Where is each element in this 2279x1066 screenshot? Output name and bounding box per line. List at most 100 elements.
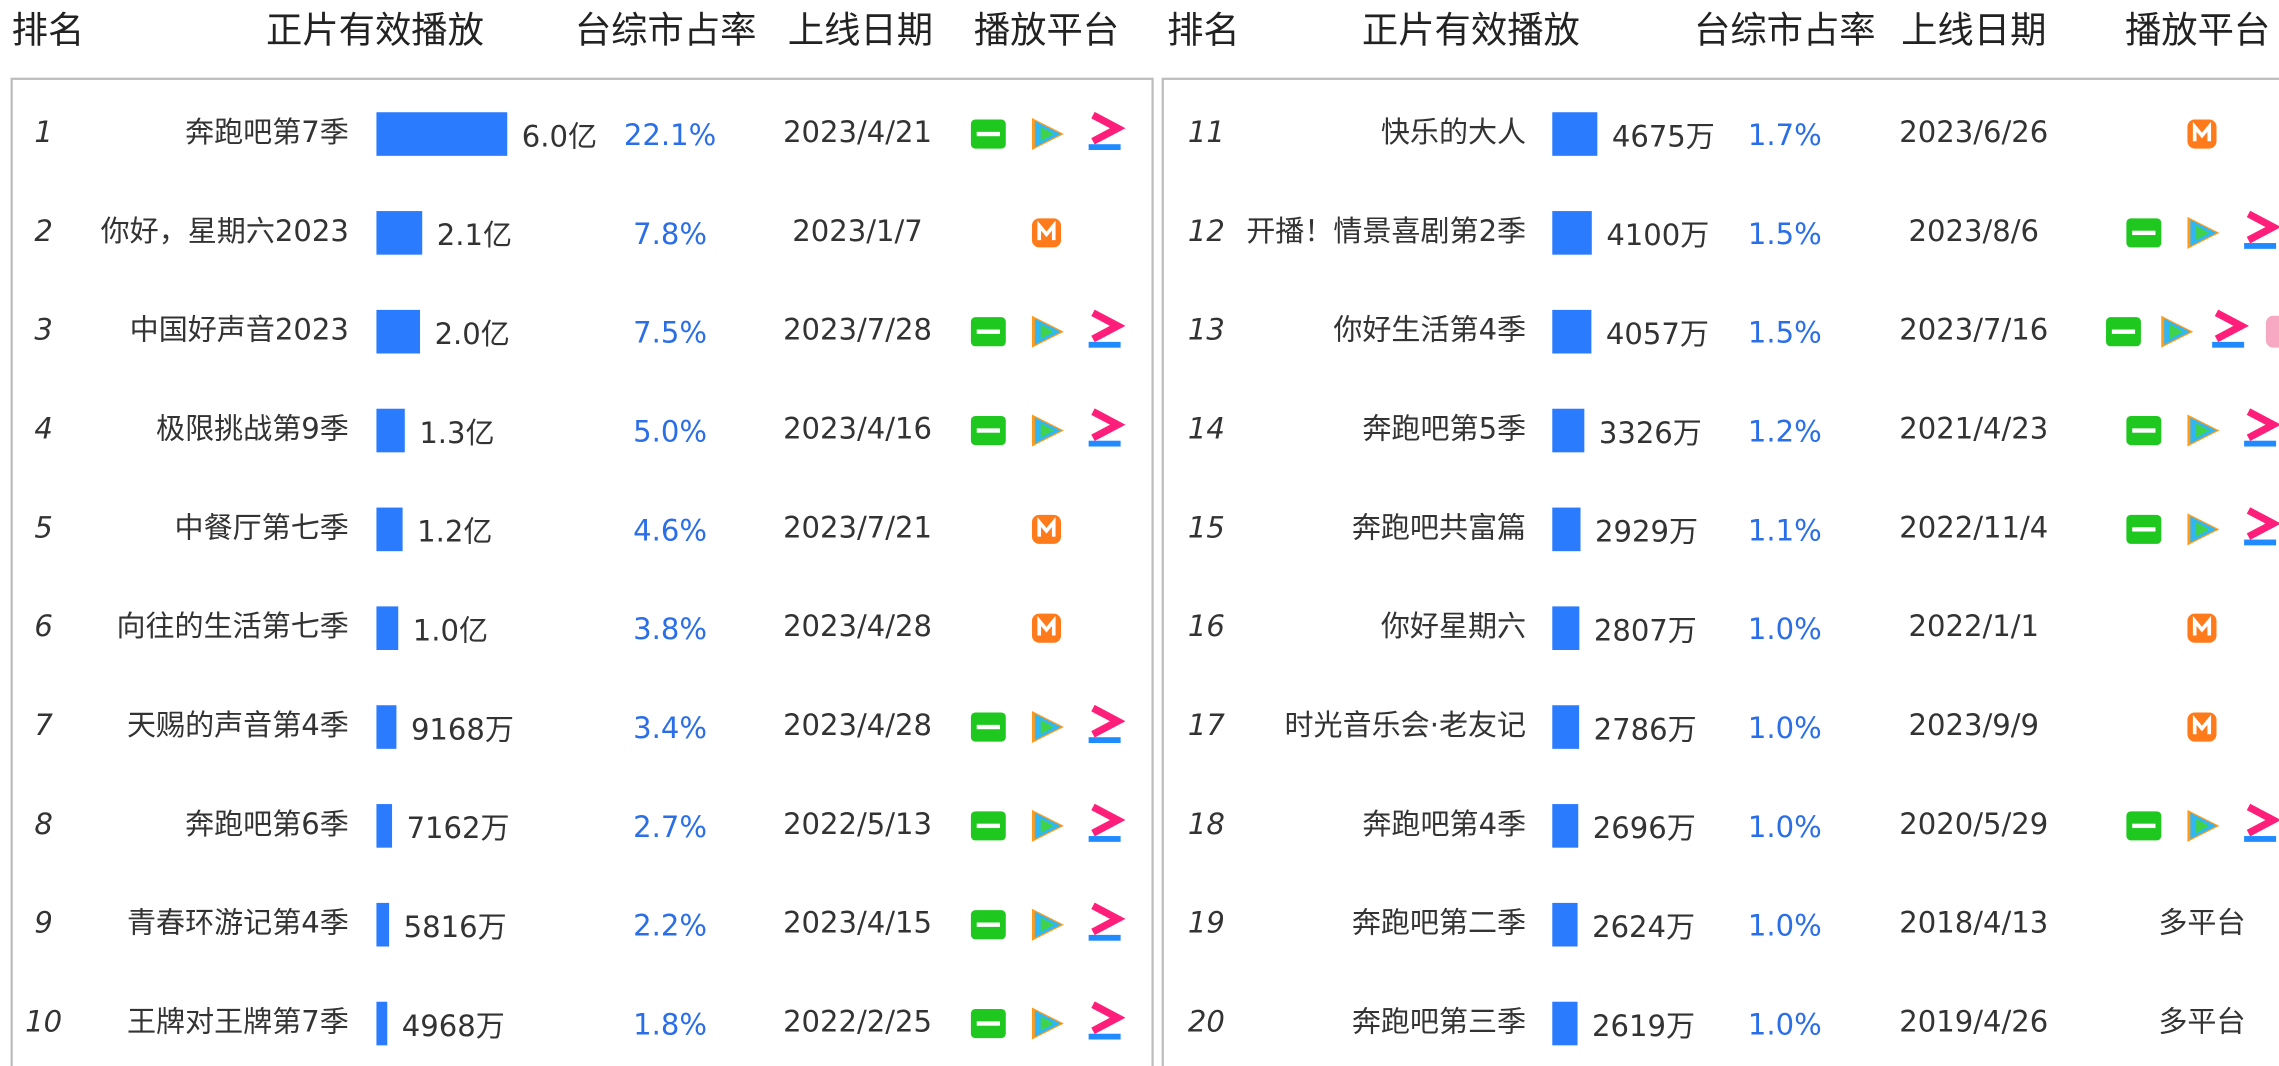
table-row: 10 王牌对王牌第7季 4968万 1.8% 2022/2/25 — [25, 1001, 1126, 1046]
rank: 1 — [34, 115, 52, 149]
pink-icon — [2265, 315, 2279, 348]
rank: 19 — [1188, 906, 1225, 940]
rank: 16 — [1188, 609, 1225, 643]
rank: 6 — [34, 609, 52, 643]
release-date: 2022/1/1 — [1909, 609, 2039, 643]
show-name: 你好生活第4季 — [1333, 313, 1526, 347]
market-share: 3.8% — [633, 612, 707, 646]
column-header: 上线日期 — [788, 8, 933, 51]
release-date: 2022/2/25 — [783, 1005, 932, 1039]
show-name: 你好星期六 — [1381, 609, 1526, 643]
mango-mark — [2192, 714, 2212, 735]
release-date: 2023/4/28 — [783, 609, 932, 643]
show-name: 奔跑吧共富篇 — [1352, 510, 1526, 544]
rank: 10 — [25, 1005, 62, 1039]
youku-mark — [1088, 737, 1121, 744]
iqiyi-mark — [976, 131, 1000, 137]
iqiyi-mark — [976, 724, 1000, 730]
play-label: 9168万 — [411, 712, 514, 746]
column-header: 台综市占率 — [1694, 8, 1876, 51]
youku-icon — [1091, 111, 1126, 145]
tencent-icon-front — [1040, 917, 1054, 932]
play-bar — [376, 507, 403, 552]
table-row: 8 奔跑吧第6季 7162万 2.7% 2022/5/13 — [34, 803, 1126, 848]
show-name: 开播！情景喜剧第2季 — [1246, 214, 1526, 248]
play-bar — [1552, 705, 1580, 749]
iqiyi-mark — [2111, 329, 2136, 334]
column-header: 上线日期 — [1901, 8, 2046, 51]
table-row: 11 快乐的大人 4675万 1.7% 2023/6/26 — [1188, 112, 2217, 156]
release-date: 2023/4/28 — [783, 708, 932, 742]
show-name: 王牌对王牌第7季 — [127, 1005, 349, 1039]
column-header: 正片有效播放 — [1362, 8, 1580, 51]
play-bar — [376, 211, 423, 255]
show-name: 奔跑吧第6季 — [185, 807, 349, 841]
youku-mark — [1088, 836, 1121, 842]
play-bar — [1552, 211, 1592, 255]
show-name: 中国好声音2023 — [130, 313, 349, 347]
column-header: 正片有效播放 — [266, 8, 484, 51]
show-name: 奔跑吧第7季 — [185, 115, 349, 149]
play-bar — [376, 804, 393, 848]
release-date: 2023/6/26 — [1899, 115, 2048, 149]
play-bar — [1552, 804, 1579, 848]
rank: 7 — [34, 708, 53, 742]
table-row: 2 你好，星期六2023 2.1亿 7.8% 2023/1/7 — [34, 211, 1062, 255]
table-row: 16 你好星期六 2807万 1.0% 2022/1/1 — [1188, 606, 2217, 651]
mango-mark — [2192, 121, 2212, 142]
market-share: 1.7% — [1748, 118, 1822, 152]
youku-icon — [2246, 210, 2279, 244]
release-date: 2023/7/21 — [783, 510, 932, 544]
market-share: 22.1% — [624, 118, 716, 152]
play-label: 2624万 — [1592, 910, 1695, 944]
release-date: 2020/5/29 — [1899, 807, 2048, 841]
market-share: 1.0% — [1748, 711, 1822, 745]
play-label: 2929万 — [1595, 515, 1698, 549]
tencent-icon-front — [2169, 324, 2184, 339]
play-bar — [376, 606, 399, 651]
release-date: 2022/5/13 — [783, 807, 932, 841]
play-label: 2.1亿 — [437, 218, 512, 252]
market-share: 2.7% — [633, 810, 707, 844]
market-share: 1.5% — [1748, 316, 1822, 350]
show-name: 向往的生活第七季 — [116, 609, 348, 643]
play-bar — [1552, 507, 1581, 552]
release-date: 2022/11/4 — [1899, 510, 2048, 544]
play-label: 1.3亿 — [419, 416, 494, 450]
rank: 13 — [1188, 313, 1225, 347]
release-date: 2023/7/16 — [1899, 313, 2048, 347]
column-header: 播放平台 — [2125, 8, 2270, 51]
table-row: 1 奔跑吧第7季 6.0亿 22.1% 2023/4/21 — [34, 111, 1126, 156]
column-header: 播放平台 — [974, 8, 1119, 51]
rank: 15 — [1188, 510, 1225, 544]
youku-mark — [2244, 836, 2277, 842]
play-bar — [376, 309, 421, 354]
youku-icon — [2214, 309, 2249, 343]
tencent-icon-front — [1040, 324, 1054, 339]
play-label: 4100万 — [1606, 218, 1709, 252]
show-name: 你好，星期六2023 — [101, 214, 349, 248]
column-header: 台综市占率 — [575, 8, 757, 51]
play-label: 1.2亿 — [417, 515, 492, 549]
market-share: 1.8% — [633, 1007, 707, 1041]
youku-mark — [1088, 440, 1121, 447]
release-date: 2023/9/9 — [1909, 708, 2039, 742]
youku-icon — [1091, 704, 1126, 738]
release-date: 2023/4/21 — [783, 115, 932, 149]
youku-icon — [1091, 803, 1126, 837]
release-date: 2021/4/23 — [1899, 412, 2048, 446]
youku-mark — [1088, 1033, 1121, 1040]
market-share: 1.0% — [1748, 612, 1822, 646]
table-row: 17 时光音乐会·老友记 2786万 1.0% 2023/9/9 — [1188, 705, 2217, 749]
play-label: 3326万 — [1599, 416, 1702, 450]
play-bar — [1552, 606, 1580, 651]
iqiyi-mark — [976, 922, 1000, 927]
table-row: 19 奔跑吧第二季 2624万 1.0% 2018/4/13 多平台 — [1188, 902, 2246, 947]
market-share: 1.5% — [1748, 217, 1822, 251]
rank: 9 — [34, 906, 52, 940]
iqiyi-mark — [2132, 823, 2156, 829]
rank: 17 — [1188, 708, 1225, 742]
column-header: 排名 — [1167, 8, 1240, 51]
table-row: 13 你好生活第4季 4057万 1.5% 2023/7/16 — [1188, 309, 2279, 354]
table-row: 9 青春环游记第4季 5816万 2.2% 2023/4/15 — [34, 902, 1126, 947]
